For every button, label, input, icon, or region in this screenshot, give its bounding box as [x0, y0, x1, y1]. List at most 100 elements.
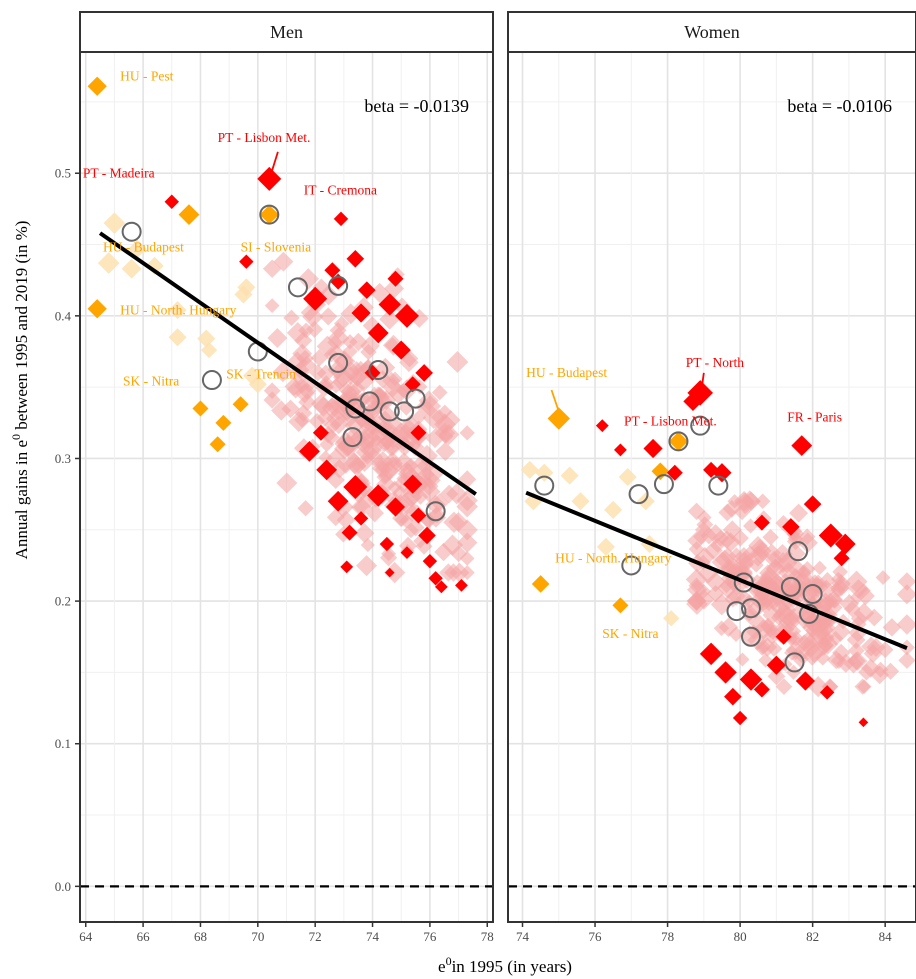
cloud-point	[854, 679, 870, 695]
women-fit-line	[526, 493, 907, 648]
circle-point	[655, 475, 673, 493]
orange-point	[88, 77, 107, 96]
cloud-point	[356, 555, 377, 576]
orange-point	[612, 597, 628, 613]
women-panel-border	[508, 52, 916, 922]
red-point	[724, 688, 742, 706]
y-tick-label: 0.0	[55, 879, 71, 894]
light-orange-point	[637, 492, 655, 510]
red-point	[791, 435, 812, 456]
red-point	[733, 711, 747, 725]
cloud-point	[276, 472, 297, 493]
circle-point	[203, 371, 221, 389]
red-point	[596, 419, 609, 432]
x-tick-label: 66	[137, 929, 151, 944]
y-axis-title-part-2: between 1995 and 2019 (in %)	[12, 221, 31, 434]
red-point	[667, 465, 683, 481]
orange-point	[532, 575, 550, 593]
light-orange-point	[572, 492, 590, 510]
x-tick-label: 74	[516, 929, 530, 944]
cloud-point	[897, 614, 916, 634]
cloud-point	[876, 570, 891, 585]
light-orange-point	[521, 461, 539, 479]
red-point	[334, 212, 348, 226]
point-label: HU - North. Hungary	[120, 302, 236, 317]
point-label: HU - Budapest	[103, 240, 184, 255]
x-tick-label: 84	[879, 929, 893, 944]
point-label: HU - North. Hungary	[555, 551, 671, 566]
red-point	[165, 195, 179, 209]
point-label: PT - Lisbon Met.	[624, 414, 717, 429]
men-strip-title: Men	[270, 22, 303, 42]
men-fit-line	[100, 233, 476, 494]
light-orange-point	[604, 501, 622, 519]
x-tick-label: 74	[366, 929, 380, 944]
x-tick-label: 70	[251, 929, 264, 944]
y-tick-label: 0.2	[55, 594, 71, 609]
red-point	[423, 554, 437, 568]
red-point	[700, 643, 722, 665]
cloud-point	[264, 382, 281, 399]
point-label: FR - Paris	[787, 409, 842, 424]
y-tick-label: 0.5	[55, 166, 71, 181]
x-tick-label: 76	[423, 929, 437, 944]
orange-point	[652, 463, 670, 481]
y-axis-title: Annual gains in e0 between 1995 and 2019…	[9, 221, 31, 560]
circle-point	[709, 477, 727, 495]
y-tick-label: 0.1	[55, 736, 71, 751]
x-tick-label: 72	[309, 929, 322, 944]
cloud-point	[355, 523, 375, 543]
red-point	[614, 444, 627, 457]
circle-point	[123, 223, 141, 241]
point-label: SI - Slovenia	[241, 240, 312, 255]
label-leader-line	[272, 152, 278, 171]
y-axis: 0.00.10.20.30.40.5	[55, 166, 80, 894]
point-label: SK - Nitra	[123, 374, 179, 389]
light-orange-point	[98, 252, 120, 274]
red-point	[455, 579, 468, 592]
point-label: HU - Budapest	[526, 365, 607, 380]
red-point	[714, 661, 736, 683]
x-axis-title-part-1: e	[438, 957, 446, 976]
women-beta-label: beta = -0.0106	[787, 96, 892, 116]
red-point	[257, 167, 281, 191]
cloud-point	[460, 425, 475, 440]
red-point	[859, 718, 869, 728]
cloud-point	[813, 561, 827, 575]
red-point	[834, 550, 850, 566]
point-label: PT - Lisbon Met.	[218, 130, 311, 145]
red-point	[643, 439, 662, 458]
cloud-point	[735, 653, 749, 667]
light-orange-point	[663, 610, 679, 626]
point-label: PT - Madeira	[83, 166, 155, 181]
x-axis-title: e0in 1995 (in years)	[438, 954, 572, 976]
cloud-point	[265, 298, 280, 313]
point-label: SK - Trencin	[226, 367, 296, 382]
women-strip-title: Women	[684, 22, 740, 42]
light-orange-point	[561, 467, 579, 485]
x-tick-label: 80	[734, 929, 747, 944]
cloud-point	[446, 351, 468, 373]
cloud-point	[267, 328, 287, 348]
point-label: PT - North	[686, 355, 745, 370]
light-orange-point	[169, 328, 187, 346]
orange-point	[179, 204, 200, 225]
cloud-point	[297, 500, 313, 516]
y-tick-label: 0.4	[55, 308, 72, 323]
point-label: HU - Pest	[120, 69, 173, 84]
light-orange-point	[619, 468, 637, 486]
women-grid	[508, 52, 916, 922]
orange-point	[210, 436, 226, 452]
x-tick-label: 78	[661, 929, 674, 944]
orange-point	[233, 396, 249, 412]
x-tick-label: 82	[806, 929, 819, 944]
men-beta-label: beta = -0.0139	[364, 96, 469, 116]
point-label: IT - Cremona	[304, 183, 377, 198]
x-tick-label: 76	[589, 929, 603, 944]
panel-women: Women HU - Budapest PT - North PT - Lisbon …	[508, 12, 916, 944]
red-point	[380, 537, 394, 551]
x-tick-label: 78	[481, 929, 494, 944]
panel-men: Men HU - Pest PT - Lisbon Met. PT - Madeira…	[79, 12, 494, 944]
cloud-point	[898, 572, 916, 591]
